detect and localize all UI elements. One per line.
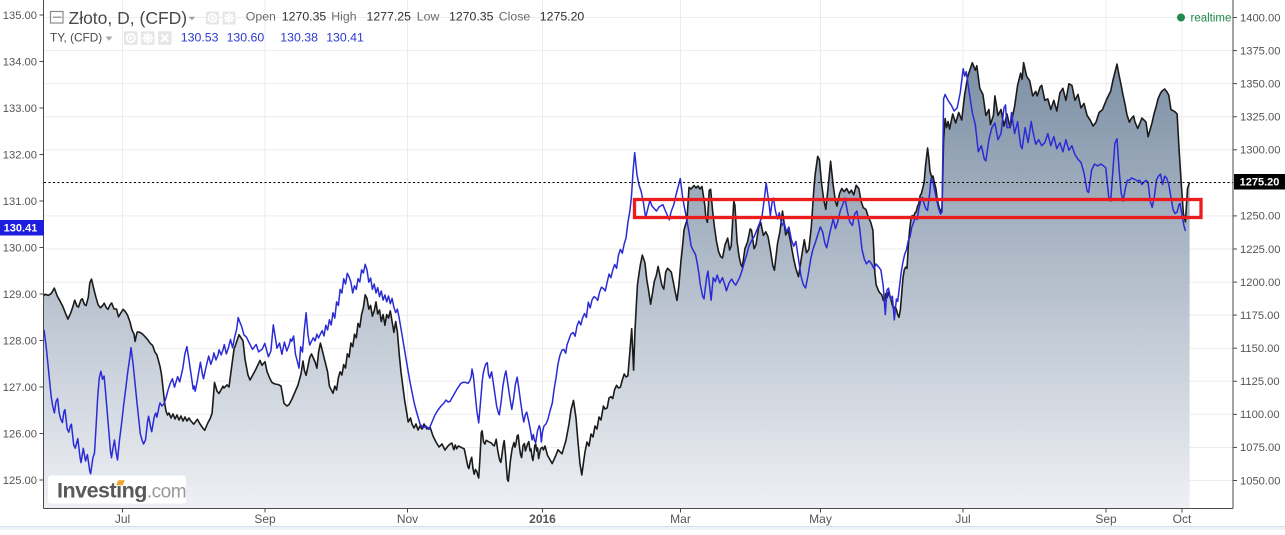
svg-text:1250.00: 1250.00 bbox=[1240, 211, 1280, 223]
svg-text:2016: 2016 bbox=[529, 512, 556, 526]
svg-text:Nov: Nov bbox=[397, 512, 418, 526]
svg-text:1350.00: 1350.00 bbox=[1240, 78, 1280, 90]
svg-text:1400.00: 1400.00 bbox=[1240, 12, 1280, 24]
svg-text:Jul: Jul bbox=[115, 512, 130, 526]
svg-text:Sep: Sep bbox=[1095, 512, 1117, 526]
svg-text:1375.00: 1375.00 bbox=[1240, 45, 1280, 57]
svg-text:1325.00: 1325.00 bbox=[1240, 112, 1280, 124]
svg-text:1225.00: 1225.00 bbox=[1240, 244, 1280, 256]
svg-text:128.00: 128.00 bbox=[3, 335, 37, 347]
svg-text:1200.00: 1200.00 bbox=[1240, 277, 1280, 289]
svg-text:Złoto, D, (CFD): Złoto, D, (CFD) bbox=[69, 8, 188, 28]
svg-text:Sep: Sep bbox=[254, 512, 276, 526]
svg-text:1125.00: 1125.00 bbox=[1240, 376, 1280, 388]
svg-text:1050.00: 1050.00 bbox=[1240, 475, 1280, 487]
svg-text:131.00: 131.00 bbox=[3, 196, 37, 208]
svg-text:Mar: Mar bbox=[670, 512, 691, 526]
svg-text:1075.00: 1075.00 bbox=[1240, 442, 1280, 454]
svg-text:130.00: 130.00 bbox=[3, 242, 37, 254]
svg-text:1300.00: 1300.00 bbox=[1240, 145, 1280, 157]
svg-text:127.00: 127.00 bbox=[3, 382, 37, 394]
svg-text:130.41: 130.41 bbox=[4, 223, 38, 235]
svg-text:134.00: 134.00 bbox=[3, 56, 37, 68]
svg-text:realtime: realtime bbox=[1191, 12, 1232, 24]
svg-text:1100.00: 1100.00 bbox=[1240, 409, 1280, 421]
svg-text:1175.00: 1175.00 bbox=[1240, 310, 1280, 322]
svg-text:Oct: Oct bbox=[1173, 512, 1192, 526]
svg-text:133.00: 133.00 bbox=[3, 103, 37, 115]
svg-text:May: May bbox=[809, 512, 832, 526]
svg-text:135.00: 135.00 bbox=[3, 10, 37, 22]
svg-text:1275.20: 1275.20 bbox=[1240, 177, 1280, 189]
svg-text:129.00: 129.00 bbox=[3, 289, 37, 301]
svg-text:1150.00: 1150.00 bbox=[1240, 343, 1280, 355]
svg-text:Jul: Jul bbox=[955, 512, 970, 526]
svg-text:Investıng.com: Investıng.com bbox=[57, 479, 186, 503]
svg-text:132.00: 132.00 bbox=[3, 149, 37, 161]
svg-text:TY, (CFD): TY, (CFD) bbox=[50, 30, 102, 44]
svg-text:126.00: 126.00 bbox=[3, 428, 37, 440]
svg-text:125.00: 125.00 bbox=[3, 475, 37, 487]
